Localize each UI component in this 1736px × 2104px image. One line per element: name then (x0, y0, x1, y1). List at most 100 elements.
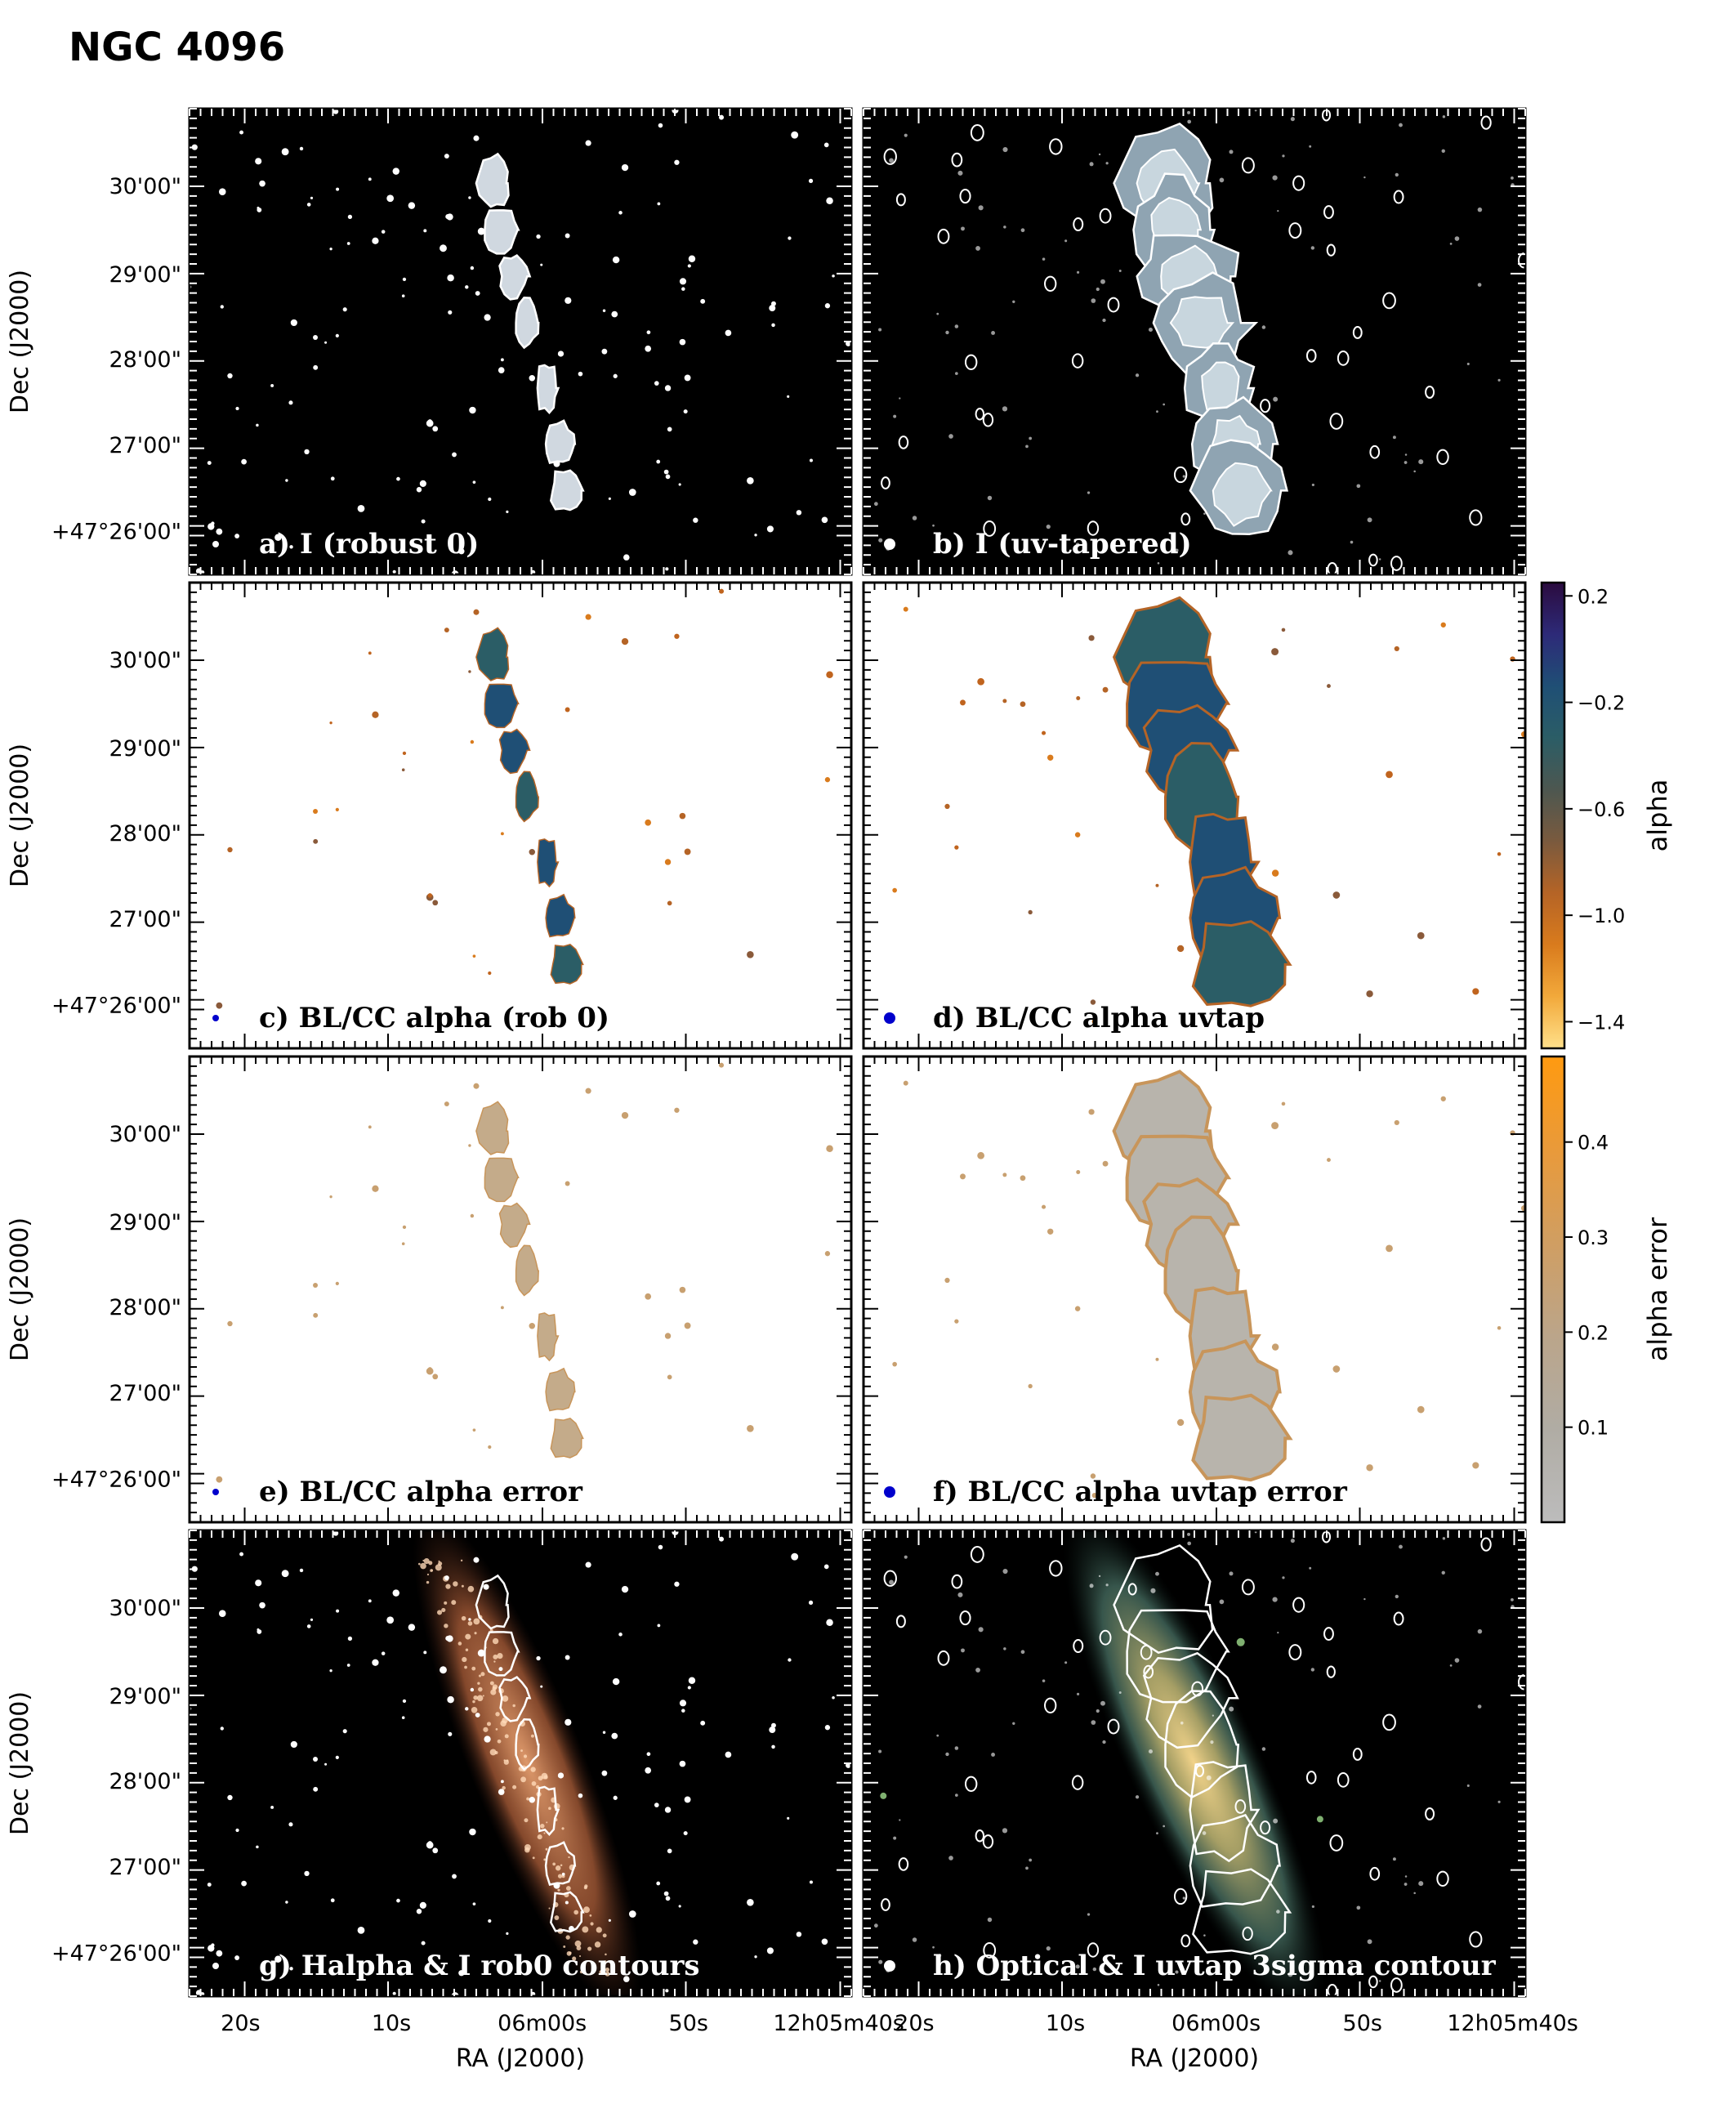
y-tick-label: 28'00" (109, 1295, 181, 1320)
contour (1189, 1761, 1261, 1863)
panel-image (190, 1530, 851, 1996)
contour (484, 209, 520, 255)
colorbar-label: alpha error (1642, 1217, 1673, 1361)
panel-label-c: c) BL/CC alpha (rob 0) (259, 1002, 609, 1034)
error-region (475, 1101, 510, 1155)
y-tick-label: 27'00" (109, 433, 181, 458)
panel-label-a: a) I (robust 0) (259, 528, 479, 561)
x-axis-label: RA (J2000) (456, 2044, 585, 2073)
panel-label-h: h) Optical & I uvtap 3sigma contour (933, 1950, 1497, 1982)
contour (549, 1891, 585, 1933)
tick-marks (189, 1056, 852, 1523)
x-tick-label: 12h05m40s (1447, 2011, 1578, 2036)
y-tick-label: 28'00" (109, 1769, 181, 1794)
panel-label-e: e) BL/CC alpha error (259, 1476, 583, 1508)
panel-c: c) BL/CC alpha (rob 0) 30'00" 29'00" 28'00"… (6, 581, 853, 1050)
error-region (537, 1312, 560, 1362)
alpha-region (545, 893, 576, 938)
x-tick-label: 06m00s (498, 2011, 587, 2036)
colorbar-alpha: 0.2 −0.2 −0.6 −1.0 −1.4 alpha (1540, 581, 1673, 1050)
beam-marker (212, 1015, 219, 1021)
colorbar-tick-label: −0.6 (1578, 798, 1625, 821)
panel-f: f) BL/CC alpha uvtap error (862, 1055, 1527, 1524)
colorbar-tick-label: 0.4 (1578, 1132, 1609, 1155)
y-tick-label: +47°26'00" (51, 1467, 181, 1492)
panel-image (190, 109, 851, 574)
alpha-region (475, 627, 510, 681)
y-tick-label: 28'00" (109, 821, 181, 847)
y-tick-label: +47°26'00" (51, 519, 181, 544)
contour-inner (1212, 462, 1273, 527)
error-region (498, 1202, 531, 1249)
y-tick-label: 29'00" (109, 1684, 181, 1709)
beam-marker (884, 1486, 895, 1498)
error-region (550, 1417, 584, 1459)
contour (536, 364, 560, 414)
y-tick-label: 29'00" (109, 1210, 181, 1235)
contour (515, 297, 540, 350)
contour (1113, 1543, 1214, 1655)
contour (544, 1841, 577, 1886)
alpha-region (550, 943, 584, 985)
panel-label-g: g) Halpha & I rob0 contours (259, 1950, 700, 1982)
contour (475, 1574, 510, 1630)
tick-marks (189, 108, 852, 575)
y-axis-label: Dec (J2000) (6, 1691, 34, 1835)
y-tick-label: +47°26'00" (51, 993, 181, 1018)
error-region (545, 1367, 576, 1412)
tick-marks (863, 582, 1526, 1049)
y-tick-label: +47°26'00" (51, 1941, 181, 1966)
contour (544, 419, 577, 464)
panel-label-b: b) I (uv-tapered) (933, 528, 1192, 561)
colorbar-tick-label: 0.2 (1578, 585, 1609, 608)
contour (1126, 1609, 1230, 1704)
x-axis-label: RA (J2000) (1130, 2044, 1259, 2073)
y-axis-label: Dec (J2000) (6, 270, 34, 413)
colorbar-label: alpha (1642, 780, 1673, 852)
colorbar-alpha_error: 0.4 0.3 0.2 0.1 alpha error (1540, 1055, 1673, 1524)
y-tick-label: 29'00" (109, 262, 181, 288)
colorbar-tick-label: 0.3 (1578, 1226, 1609, 1249)
tick-marks (189, 1530, 852, 1997)
error-region (1191, 1393, 1293, 1482)
x-tick-label: 50s (669, 2011, 708, 2036)
panel-image (892, 1070, 1525, 1499)
contour (549, 469, 585, 511)
alpha-region (1191, 920, 1292, 1007)
contour (515, 1718, 540, 1771)
colorbar-gradient (1540, 581, 1566, 1050)
beam-marker (212, 1489, 219, 1495)
panel-a: a) I (robust 0) 30'00" 29'00" 28'00" 27'00" +… (6, 107, 853, 576)
contour (1192, 1868, 1292, 1955)
y-tick-label: 27'00" (109, 1855, 181, 1880)
beam-marker (212, 541, 219, 547)
panel-image (873, 1530, 1525, 1996)
x-tick-label: 06m00s (1171, 2011, 1261, 2036)
y-tick-label: 30'00" (109, 648, 181, 673)
contour (498, 1676, 532, 1722)
x-tick-label: 12h05m40s (773, 2011, 904, 2036)
colorbar-tick-label: 0.2 (1578, 1321, 1609, 1344)
y-tick-label: 27'00" (109, 1381, 181, 1406)
colorbar-tick-label: −1.4 (1578, 1011, 1625, 1034)
y-tick-label: 30'00" (109, 174, 181, 199)
tick-marks (863, 108, 1526, 575)
colorbar-tick-label: 0.1 (1578, 1417, 1609, 1440)
panel-image (873, 109, 1525, 574)
colorbar-tick-label: −0.2 (1578, 692, 1625, 715)
panel-g: g) Halpha & I rob0 contours 30'00" 29'00" 2… (6, 1529, 904, 2073)
alpha-region (498, 728, 531, 775)
contour (475, 152, 510, 208)
beam-marker (884, 538, 895, 550)
colorbar-tick-label: −1.0 (1578, 905, 1625, 927)
contour (1164, 1690, 1240, 1799)
panel-e: e) BL/CC alpha error 30'00" 29'00" 28'00" 27… (6, 1055, 853, 1524)
beam-marker (884, 1012, 895, 1024)
panel-image (216, 1062, 833, 1483)
colorbar-gradient (1540, 1055, 1566, 1524)
panel-label-f: f) BL/CC alpha uvtap error (933, 1476, 1348, 1508)
y-tick-label: 30'00" (109, 1596, 181, 1621)
tick-marks (863, 1530, 1526, 1997)
y-tick-label: 29'00" (109, 736, 181, 762)
